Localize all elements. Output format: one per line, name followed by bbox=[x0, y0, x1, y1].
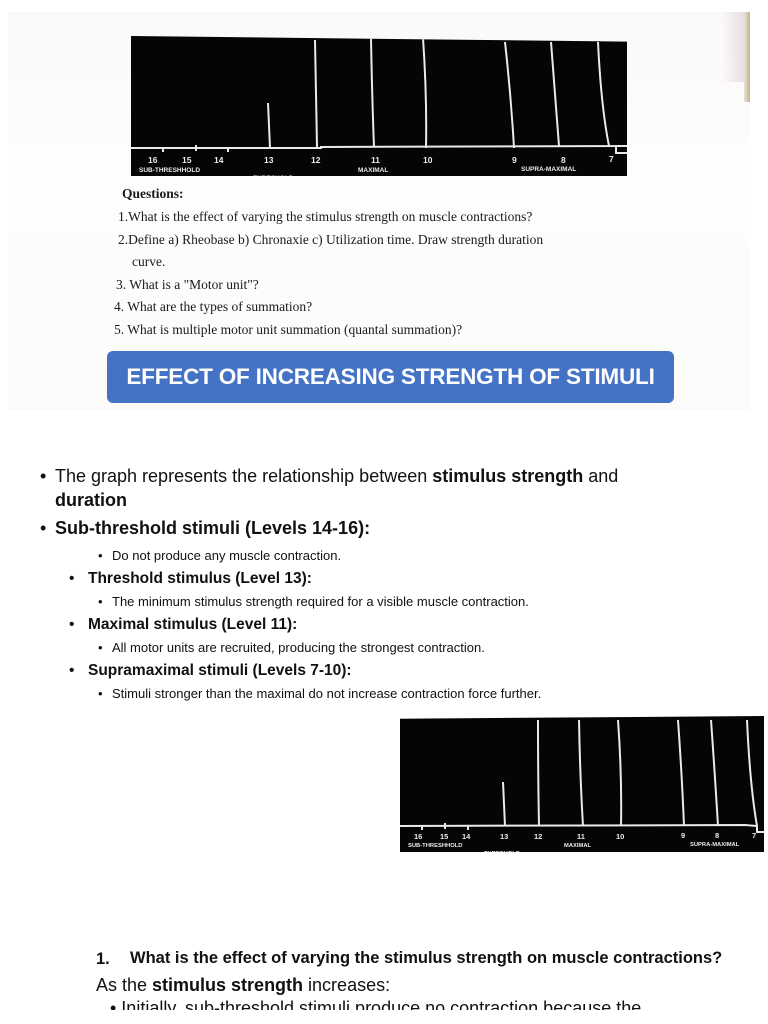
question-5: 5. What is multiple motor unit summation… bbox=[114, 321, 463, 337]
svg-text:THRESHOLD: THRESHOLD bbox=[484, 851, 520, 852]
tick-12: 12 bbox=[311, 155, 321, 165]
svg-text:13: 13 bbox=[500, 832, 508, 841]
answer-intro: As the stimulus strength increases: bbox=[96, 975, 391, 995]
intro-and: and bbox=[583, 466, 619, 486]
supramaximal-desc: Stimuli stronger than the maximal do not… bbox=[98, 682, 740, 706]
label-threshold: THRESHOLD bbox=[253, 175, 294, 176]
question-2: 2.Define a) Rheobase b) Chronaxie c) Uti… bbox=[118, 231, 544, 247]
banner-title: EFFECT OF INCREASING STRENGTH OF STIMULI bbox=[126, 364, 655, 389]
answer-question: What is the effect of varying the stimul… bbox=[130, 949, 723, 967]
explanation-notes: The graph represents the relationship be… bbox=[40, 464, 740, 706]
page-edge bbox=[744, 12, 750, 102]
stimulus-strength-chart: 16 15 14 13 12 11 10 9 8 7 SUB-THRESHHOL… bbox=[131, 37, 627, 176]
intro-bold-strength: stimulus strength bbox=[432, 466, 584, 486]
svg-text:16: 16 bbox=[414, 832, 422, 841]
svg-text:11: 11 bbox=[577, 832, 585, 841]
section-banner: EFFECT OF INCREASING STRENGTH OF STIMULI bbox=[107, 351, 674, 403]
tick-8: 8 bbox=[561, 155, 566, 165]
label-sub-threshold: SUB-THRESHHOLD bbox=[139, 167, 200, 174]
tick-7: 7 bbox=[609, 154, 614, 164]
tick-16: 16 bbox=[148, 155, 158, 165]
label-supra-maximal: SUPRA-MAXIMAL bbox=[521, 166, 576, 173]
intro-bullet: The graph represents the relationship be… bbox=[40, 464, 740, 512]
subthreshold-bullet: Sub-threshold stimuli (Levels 14-16): bbox=[40, 516, 740, 540]
label-maximal: MAXIMAL bbox=[358, 167, 388, 174]
questions-section: Questions: 1.What is the effect of varyi… bbox=[112, 186, 672, 341]
threshold-desc: The minimum stimulus strength required f… bbox=[98, 590, 740, 614]
intro-bold-duration: duration bbox=[55, 490, 127, 510]
tick-15: 15 bbox=[182, 155, 192, 165]
tick-10: 10 bbox=[423, 155, 433, 165]
intro-text: The graph represents the relationship be… bbox=[55, 466, 433, 486]
supramaximal-heading: Supramaximal stimuli (Levels 7-10): bbox=[69, 660, 740, 682]
svg-text:SUPRA-MAXIMAL: SUPRA-MAXIMAL bbox=[690, 842, 740, 848]
svg-text:7: 7 bbox=[752, 831, 756, 840]
answer-cut-off-line: • Initially, sub-threshold stimuli produ… bbox=[110, 998, 642, 1010]
svg-text:12: 12 bbox=[534, 832, 542, 841]
subthreshold-desc: Do not produce any muscle contraction. bbox=[98, 544, 740, 568]
svg-text:MAXIMAL: MAXIMAL bbox=[564, 843, 592, 849]
tick-9: 9 bbox=[512, 155, 517, 165]
question-3: 3. What is a "Motor unit"? bbox=[116, 276, 259, 292]
maximal-heading: Maximal stimulus (Level 11): bbox=[69, 614, 740, 636]
svg-text:14: 14 bbox=[462, 832, 471, 841]
threshold-heading: Threshold stimulus (Level 13): bbox=[69, 568, 740, 590]
answer-intro-bold: stimulus strength bbox=[152, 975, 304, 995]
question-1: 1.What is the effect of varying the stim… bbox=[118, 209, 533, 224]
svg-text:SUB-THRESHHOLD: SUB-THRESHHOLD bbox=[408, 843, 462, 849]
tick-13: 13 bbox=[264, 155, 274, 165]
answer-section: 1. What is the effect of varying the sti… bbox=[96, 949, 736, 1011]
svg-text:15: 15 bbox=[440, 832, 448, 841]
stimulus-strength-chart-copy: 16 15 14 13 12 11 10 9 8 7 SUB-THRESHHOL… bbox=[400, 719, 764, 852]
question-2-continued: curve. bbox=[132, 254, 166, 269]
svg-text:8: 8 bbox=[715, 831, 719, 840]
tick-11: 11 bbox=[371, 155, 380, 165]
questions-title: Questions: bbox=[122, 186, 184, 201]
subthreshold-heading: Sub-threshold stimuli (Levels 14-16): bbox=[55, 518, 371, 538]
kymograph-trace-top: 16 15 14 13 12 11 10 9 8 7 SUB-THRESHHOL… bbox=[131, 36, 627, 176]
answer-number: 1. bbox=[96, 950, 110, 968]
tick-14: 14 bbox=[214, 155, 224, 165]
maximal-desc: All motor units are recruited, producing… bbox=[98, 636, 740, 660]
page-shadow bbox=[722, 12, 744, 82]
question-4: 4. What are the types of summation? bbox=[114, 299, 313, 314]
svg-text:10: 10 bbox=[616, 832, 624, 841]
svg-text:9: 9 bbox=[681, 831, 685, 840]
kymograph-trace-bottom: 16 15 14 13 12 11 10 9 8 7 SUB-THRESHHOL… bbox=[400, 716, 764, 852]
